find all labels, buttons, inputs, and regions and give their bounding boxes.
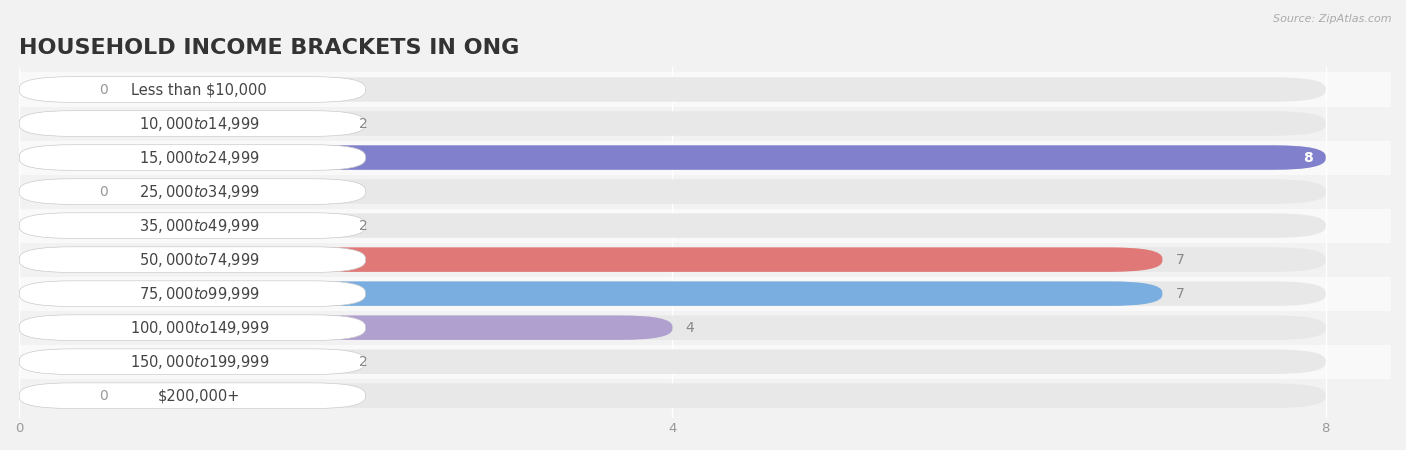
Bar — [20, 345, 1391, 379]
Text: 7: 7 — [1175, 252, 1184, 266]
FancyBboxPatch shape — [20, 111, 346, 136]
Text: 4: 4 — [686, 321, 695, 335]
Text: $35,000 to $49,999: $35,000 to $49,999 — [139, 216, 260, 234]
FancyBboxPatch shape — [20, 350, 1326, 374]
Bar — [20, 140, 1391, 175]
FancyBboxPatch shape — [20, 281, 366, 306]
Text: $50,000 to $74,999: $50,000 to $74,999 — [139, 251, 260, 269]
FancyBboxPatch shape — [20, 145, 366, 171]
FancyBboxPatch shape — [20, 248, 1326, 272]
FancyBboxPatch shape — [20, 213, 346, 238]
FancyBboxPatch shape — [20, 350, 346, 374]
FancyBboxPatch shape — [20, 145, 1326, 170]
Text: $200,000+: $200,000+ — [157, 388, 240, 403]
Bar — [20, 209, 1391, 243]
Text: HOUSEHOLD INCOME BRACKETS IN ONG: HOUSEHOLD INCOME BRACKETS IN ONG — [20, 37, 520, 58]
FancyBboxPatch shape — [20, 111, 1326, 136]
FancyBboxPatch shape — [20, 213, 366, 239]
FancyBboxPatch shape — [20, 315, 672, 340]
Bar — [20, 107, 1391, 140]
FancyBboxPatch shape — [20, 281, 1163, 306]
Text: 8: 8 — [1303, 151, 1313, 165]
FancyBboxPatch shape — [20, 145, 1326, 170]
Bar — [20, 175, 1391, 209]
FancyBboxPatch shape — [20, 213, 1326, 238]
Bar — [20, 72, 1391, 107]
FancyBboxPatch shape — [20, 111, 366, 136]
FancyBboxPatch shape — [20, 248, 1163, 272]
Text: 2: 2 — [359, 219, 367, 233]
FancyBboxPatch shape — [20, 315, 366, 341]
Text: 0: 0 — [100, 389, 108, 403]
Text: 0: 0 — [100, 82, 108, 96]
FancyBboxPatch shape — [20, 77, 1326, 102]
FancyBboxPatch shape — [20, 76, 366, 102]
Text: $150,000 to $199,999: $150,000 to $199,999 — [129, 353, 269, 371]
FancyBboxPatch shape — [20, 180, 1326, 204]
Text: Source: ZipAtlas.com: Source: ZipAtlas.com — [1274, 14, 1392, 23]
Bar — [20, 243, 1391, 277]
Text: $10,000 to $14,999: $10,000 to $14,999 — [139, 115, 260, 133]
Text: $75,000 to $99,999: $75,000 to $99,999 — [139, 285, 260, 303]
Bar — [20, 379, 1391, 413]
Text: $15,000 to $24,999: $15,000 to $24,999 — [139, 148, 260, 166]
Bar — [20, 277, 1391, 310]
Text: $100,000 to $149,999: $100,000 to $149,999 — [129, 319, 269, 337]
FancyBboxPatch shape — [20, 179, 366, 204]
FancyBboxPatch shape — [20, 247, 366, 273]
FancyBboxPatch shape — [20, 281, 1326, 306]
Text: 0: 0 — [100, 184, 108, 198]
FancyBboxPatch shape — [20, 349, 366, 374]
Bar — [20, 310, 1391, 345]
FancyBboxPatch shape — [20, 315, 1326, 340]
Text: $25,000 to $34,999: $25,000 to $34,999 — [139, 183, 260, 201]
Text: 2: 2 — [359, 117, 367, 130]
Text: Less than $10,000: Less than $10,000 — [131, 82, 267, 97]
Text: 7: 7 — [1175, 287, 1184, 301]
FancyBboxPatch shape — [20, 383, 366, 409]
FancyBboxPatch shape — [20, 383, 1326, 408]
Text: 2: 2 — [359, 355, 367, 369]
